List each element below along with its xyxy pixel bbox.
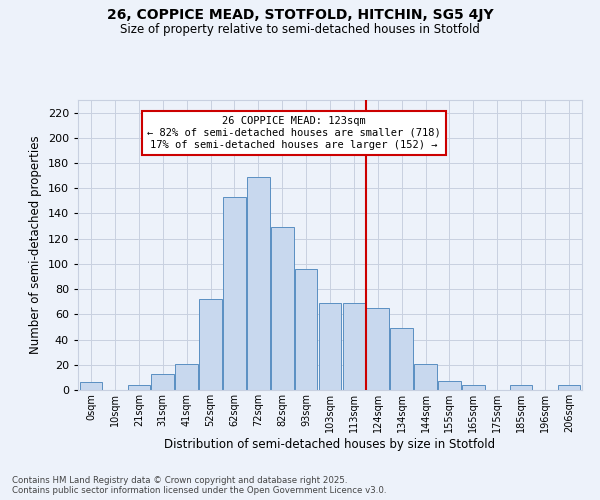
Bar <box>414 364 437 390</box>
Bar <box>199 299 222 390</box>
Bar <box>462 385 485 390</box>
Text: 26, COPPICE MEAD, STOTFOLD, HITCHIN, SG5 4JY: 26, COPPICE MEAD, STOTFOLD, HITCHIN, SG5… <box>107 8 493 22</box>
Text: Size of property relative to semi-detached houses in Stotfold: Size of property relative to semi-detach… <box>120 22 480 36</box>
Text: 26 COPPICE MEAD: 123sqm
← 82% of semi-detached houses are smaller (718)
17% of s: 26 COPPICE MEAD: 123sqm ← 82% of semi-de… <box>147 116 441 150</box>
Bar <box>438 381 461 390</box>
Bar <box>367 308 389 390</box>
Bar <box>510 385 532 390</box>
Bar <box>80 382 103 390</box>
X-axis label: Distribution of semi-detached houses by size in Stotfold: Distribution of semi-detached houses by … <box>164 438 496 450</box>
Text: Contains HM Land Registry data © Crown copyright and database right 2025.
Contai: Contains HM Land Registry data © Crown c… <box>12 476 386 495</box>
Bar <box>151 374 174 390</box>
Bar <box>128 385 150 390</box>
Bar <box>223 197 246 390</box>
Bar <box>295 269 317 390</box>
Bar <box>343 303 365 390</box>
Bar <box>391 328 413 390</box>
Bar <box>319 303 341 390</box>
Bar <box>557 385 580 390</box>
Bar <box>247 177 269 390</box>
Y-axis label: Number of semi-detached properties: Number of semi-detached properties <box>29 136 42 354</box>
Bar <box>175 364 198 390</box>
Bar <box>271 228 293 390</box>
